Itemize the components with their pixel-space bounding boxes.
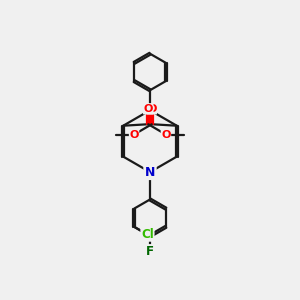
Text: N: N (145, 166, 155, 178)
Text: Cl: Cl (141, 228, 154, 241)
Text: O: O (161, 130, 171, 140)
Text: O: O (129, 130, 139, 140)
Text: O: O (144, 104, 153, 114)
Text: F: F (146, 245, 154, 258)
Text: O: O (147, 104, 156, 114)
